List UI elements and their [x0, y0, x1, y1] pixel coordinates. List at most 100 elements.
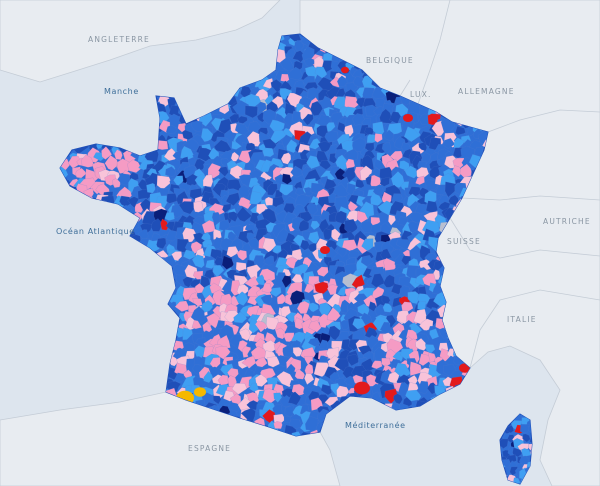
commune-area[interactable]	[328, 325, 341, 341]
commune-area[interactable]	[381, 141, 392, 155]
commune-area[interactable]	[191, 319, 202, 330]
commune-area[interactable]	[335, 154, 350, 170]
commune-area[interactable]	[197, 147, 213, 162]
commune-area[interactable]	[326, 307, 341, 322]
commune-area[interactable]	[356, 210, 368, 223]
commune-area[interactable]	[282, 332, 295, 342]
commune-area[interactable]	[174, 372, 185, 383]
commune-area[interactable]	[346, 182, 356, 196]
commune-area[interactable]	[218, 118, 234, 135]
commune-area[interactable]	[238, 184, 250, 198]
commune-area[interactable]	[221, 255, 235, 270]
commune-area[interactable]	[244, 105, 258, 119]
commune-area[interactable]	[482, 138, 494, 153]
commune-area[interactable]	[285, 312, 297, 323]
commune-area[interactable]	[127, 159, 142, 173]
commune-area[interactable]	[222, 203, 232, 213]
commune-area[interactable]	[67, 155, 83, 169]
commune-area[interactable]	[344, 124, 354, 137]
commune-area[interactable]	[442, 138, 456, 149]
commune-area[interactable]	[415, 175, 425, 185]
commune-area[interactable]	[265, 222, 277, 233]
commune-area[interactable]	[261, 282, 273, 293]
commune-area[interactable]	[529, 436, 539, 446]
commune-area[interactable]	[104, 155, 119, 171]
commune-area[interactable]	[164, 212, 175, 221]
commune-area[interactable]	[101, 146, 112, 160]
commune-area[interactable]	[389, 150, 404, 162]
commune-area[interactable]	[266, 316, 280, 330]
commune-area[interactable]	[238, 328, 251, 341]
commune-area[interactable]	[301, 230, 312, 242]
commune-area[interactable]	[304, 373, 315, 385]
commune-area[interactable]	[320, 384, 332, 396]
commune-area[interactable]	[310, 220, 321, 230]
commune-area[interactable]	[231, 383, 248, 395]
commune-area[interactable]	[255, 274, 265, 286]
commune-area[interactable]	[298, 219, 310, 232]
commune-area[interactable]	[497, 438, 509, 449]
commune-area[interactable]	[220, 363, 234, 377]
commune-area[interactable]	[266, 356, 281, 368]
commune-area[interactable]	[290, 165, 305, 178]
commune-area[interactable]	[336, 247, 347, 258]
commune-area[interactable]	[117, 173, 131, 186]
commune-area[interactable]	[288, 391, 302, 406]
commune-area[interactable]	[505, 425, 514, 434]
commune-area[interactable]	[218, 324, 235, 341]
commune-area[interactable]	[235, 291, 249, 306]
highlight-area[interactable]	[320, 246, 330, 254]
commune-area[interactable]	[241, 355, 257, 368]
commune-area[interactable]	[324, 130, 339, 143]
commune-area[interactable]	[308, 302, 319, 313]
commune-area[interactable]	[267, 183, 278, 196]
commune-area[interactable]	[372, 184, 385, 197]
commune-area[interactable]	[270, 130, 287, 144]
commune-area[interactable]	[183, 249, 196, 260]
commune-area[interactable]	[276, 371, 295, 388]
commune-area[interactable]	[401, 255, 412, 266]
commune-area[interactable]	[520, 424, 530, 434]
commune-area[interactable]	[81, 154, 95, 168]
commune-area[interactable]	[279, 183, 294, 196]
commune-area[interactable]	[521, 448, 532, 457]
commune-area[interactable]	[229, 165, 244, 179]
commune-area[interactable]	[191, 254, 205, 269]
commune-area[interactable]	[255, 320, 268, 333]
commune-area[interactable]	[347, 353, 361, 367]
commune-area[interactable]	[166, 193, 178, 204]
commune-area[interactable]	[181, 129, 194, 140]
commune-area[interactable]	[337, 75, 348, 87]
commune-area[interactable]	[280, 73, 290, 83]
commune-area[interactable]	[390, 171, 405, 188]
commune-area[interactable]	[280, 152, 292, 165]
commune-area[interactable]	[75, 167, 87, 179]
commune-area[interactable]	[163, 148, 177, 161]
highlight-area[interactable]	[194, 387, 206, 397]
commune-area[interactable]	[424, 344, 436, 354]
commune-area[interactable]	[165, 166, 177, 177]
commune-area[interactable]	[281, 275, 292, 289]
commune-area[interactable]	[190, 120, 203, 133]
commune-area[interactable]	[418, 142, 427, 151]
commune-area[interactable]	[248, 317, 260, 334]
commune-area[interactable]	[337, 121, 347, 133]
commune-area[interactable]	[165, 125, 178, 134]
commune-area[interactable]	[308, 337, 321, 347]
commune-area[interactable]	[522, 433, 531, 443]
commune-area[interactable]	[275, 327, 287, 340]
commune-area[interactable]	[416, 380, 429, 394]
commune-area[interactable]	[355, 179, 365, 189]
commune-area[interactable]	[379, 176, 390, 187]
commune-area[interactable]	[361, 154, 374, 170]
commune-area[interactable]	[317, 141, 333, 153]
commune-area[interactable]	[262, 147, 275, 158]
commune-area[interactable]	[294, 317, 305, 330]
commune-area[interactable]	[270, 287, 282, 297]
commune-area[interactable]	[213, 395, 222, 405]
commune-area[interactable]	[509, 466, 518, 476]
commune-area[interactable]	[230, 151, 240, 162]
commune-area[interactable]	[182, 276, 193, 288]
commune-area[interactable]	[337, 285, 348, 296]
commune-area[interactable]	[229, 393, 242, 405]
